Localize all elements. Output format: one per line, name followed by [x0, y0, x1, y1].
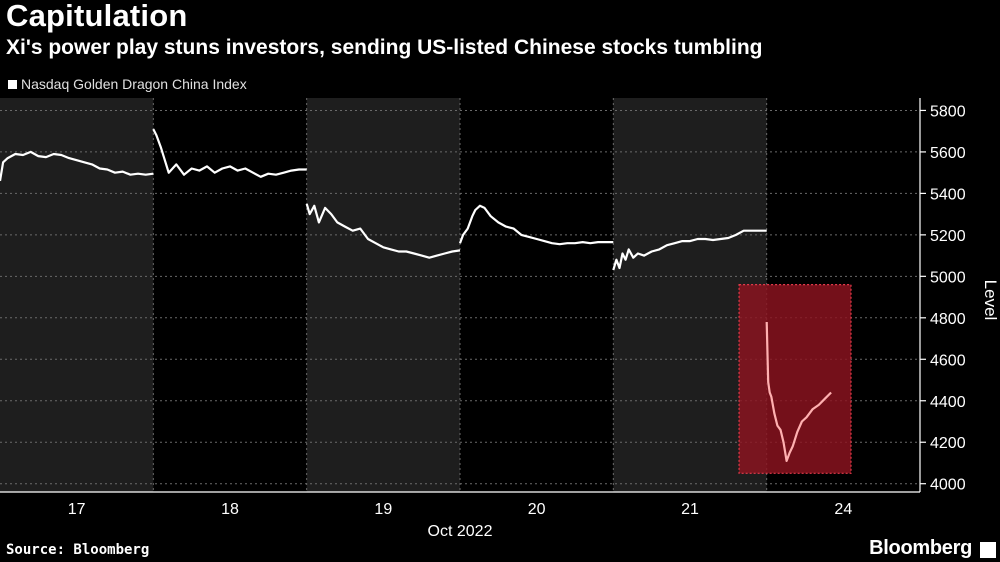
legend-swatch [8, 79, 17, 89]
series-line-session [612, 229, 767, 271]
x-tick-label: 18 [221, 501, 239, 518]
x-tick-label: 20 [528, 501, 546, 518]
x-tick-label: 21 [681, 501, 699, 518]
y-tick-label: 4200 [930, 435, 966, 452]
x-tick-label: 17 [68, 501, 86, 518]
y-tick-label: 4800 [930, 311, 966, 328]
y-tick-label: 5800 [930, 103, 966, 120]
chart-subtitle: Xi's power play stuns investors, sending… [6, 36, 763, 59]
highlight-box [738, 284, 852, 474]
y-axis-label: Level [981, 280, 1000, 321]
x-axis-label: Oct 2022 [428, 523, 493, 540]
series-line-session [305, 203, 461, 259]
brand-logo-text: Bloomberg [869, 537, 972, 559]
x-tick-label: 19 [374, 501, 392, 518]
y-tick-label: 5400 [930, 186, 966, 203]
brand-mark-icon [980, 542, 996, 558]
y-tick-label: 4600 [930, 352, 966, 369]
series-line-session [152, 128, 307, 178]
series-line-session [0, 150, 154, 182]
y-tick-label: 5200 [930, 228, 966, 245]
legend-label: Nasdaq Golden Dragon China Index [21, 76, 247, 92]
series-line-session [765, 321, 832, 462]
source-note: Source: Bloomberg [6, 542, 150, 558]
y-tick-label: 5600 [930, 145, 966, 162]
chart-headline: Capitulation [6, 0, 188, 33]
y-tick-label: 4400 [930, 394, 966, 411]
series-line-session [458, 204, 614, 246]
y-tick-label: 5000 [930, 269, 966, 286]
x-tick-label: 24 [834, 501, 852, 518]
legend: Nasdaq Golden Dragon China Index [8, 76, 247, 92]
session-shade [0, 98, 154, 492]
session-shade [306, 98, 460, 492]
y-tick-label: 4000 [930, 477, 966, 494]
